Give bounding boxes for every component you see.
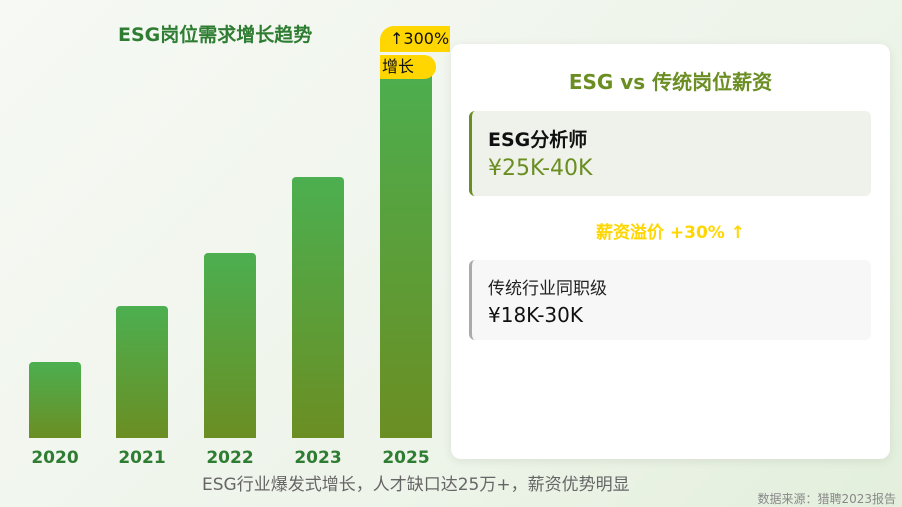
bar-2025 (380, 60, 432, 438)
footer-summary: ESG行业爆发式增长，人才缺口达25万+，薪资优势明显 (202, 475, 630, 495)
esg-salary-box: ESG分析师 ¥25K-40K (469, 111, 871, 196)
bar-2022 (204, 252, 256, 438)
bar-2023 (292, 177, 344, 438)
x-tick-label: 2025 (382, 448, 430, 468)
esg-salary: ¥25K-40K (488, 156, 593, 181)
bar-chart: 2020 2021 2022 2023 2025 (0, 0, 450, 470)
traditional-role: 传统行业同职级 (488, 279, 607, 299)
data-source: 数据来源：猎聘2023报告 (757, 492, 896, 506)
growth-badge: ↑300% (380, 26, 450, 52)
chart-title: ESG岗位需求增长趋势 (118, 24, 313, 46)
traditional-salary: ¥18K-30K (488, 303, 583, 327)
bar-2021 (116, 305, 168, 438)
x-tick-label: 2022 (206, 448, 254, 468)
esg-role: ESG分析师 (488, 129, 588, 151)
x-tick-label: 2020 (31, 448, 79, 468)
salary-premium: 薪资溢价 +30% ↑ (595, 223, 745, 243)
traditional-salary-box: 传统行业同职级 ¥18K-30K (469, 260, 871, 340)
bar-2020 (29, 362, 81, 438)
salary-comparison-card: ESG vs 传统岗位薪资 ESG分析师 ¥25K-40K 薪资溢价 +30% … (451, 44, 890, 459)
x-tick-label: 2021 (118, 448, 166, 468)
growth-badge-label: 增长 (380, 55, 437, 79)
card-title: ESG vs 传统岗位薪资 (568, 70, 773, 94)
x-tick-label: 2023 (294, 448, 342, 468)
